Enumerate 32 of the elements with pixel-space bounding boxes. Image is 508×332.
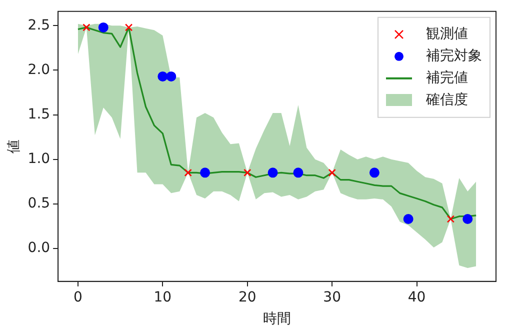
point bbox=[124, 24, 133, 32]
y-tick-label: 1.0 bbox=[28, 150, 50, 167]
point bbox=[184, 168, 192, 177]
y-tick-label: 2.0 bbox=[28, 62, 50, 78]
legend-label: 観測値 bbox=[426, 26, 468, 42]
y-tick-label: 0.0 bbox=[28, 240, 50, 256]
point bbox=[244, 168, 252, 177]
point bbox=[369, 168, 380, 178]
point bbox=[268, 168, 278, 178]
legend-label: 補完対象 bbox=[426, 48, 482, 64]
point bbox=[98, 22, 108, 32]
y-tick-label: 2.5 bbox=[28, 17, 50, 34]
x-tick-label: 0 bbox=[74, 289, 82, 306]
x-tick-label: 10 bbox=[154, 289, 172, 306]
point bbox=[158, 71, 168, 82]
point bbox=[82, 24, 90, 32]
y-tick-label: 0.5 bbox=[28, 196, 50, 212]
point bbox=[403, 214, 414, 224]
x-tick-label: 20 bbox=[238, 289, 256, 306]
y-axis-title: 値 bbox=[6, 139, 22, 154]
point bbox=[166, 71, 176, 82]
x-tick-label: 30 bbox=[323, 289, 342, 306]
legend-label: 補完値 bbox=[426, 70, 468, 86]
y-tick-label: 1.5 bbox=[28, 106, 50, 122]
point bbox=[293, 168, 304, 178]
point bbox=[462, 214, 473, 224]
x-tick-label: 40 bbox=[408, 289, 426, 306]
x-axis-title: 時間 bbox=[263, 311, 292, 328]
point bbox=[200, 168, 210, 178]
point bbox=[328, 168, 336, 177]
annotation: 確信度 bbox=[425, 92, 468, 108]
point bbox=[446, 215, 455, 223]
